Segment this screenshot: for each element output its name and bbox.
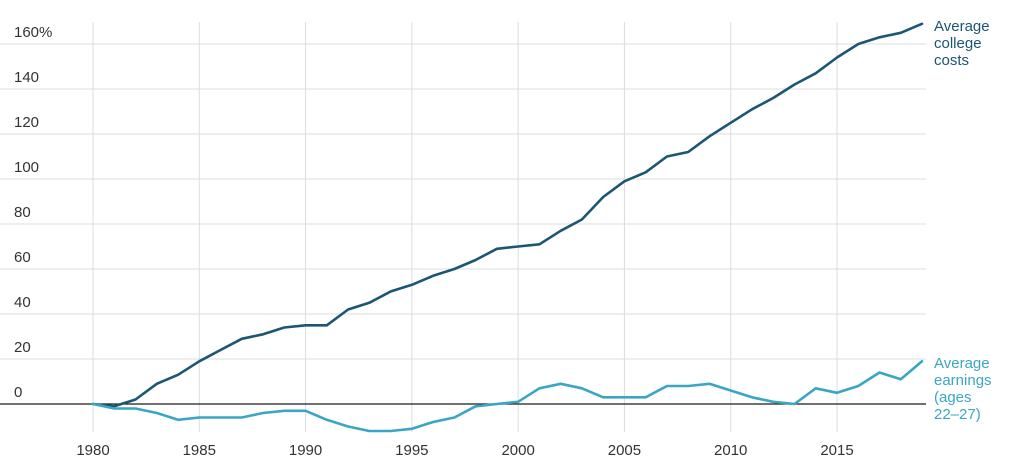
y-tick-label: 0: [14, 384, 22, 401]
series-label-line: college: [934, 35, 982, 52]
x-tick-label: 1985: [183, 442, 216, 459]
x-tick-label: 2010: [714, 442, 747, 459]
y-tick-label: 20: [14, 339, 31, 356]
y-tick-label: 160%: [14, 24, 52, 41]
y-tick-label: 100: [14, 159, 39, 176]
series-line-earnings: [91, 359, 924, 433]
series-label-college-costs: Average college costs: [934, 18, 990, 69]
series-label-line: 22–27): [934, 406, 981, 423]
x-tick-label: 1980: [76, 442, 109, 459]
x-tick-label: 2005: [608, 442, 641, 459]
series-label-line: costs: [934, 52, 969, 69]
x-tick-label: 2000: [501, 442, 534, 459]
x-tick-label: 1995: [395, 442, 428, 459]
series-label-line: (ages: [934, 389, 972, 406]
y-tick-label: 120: [14, 114, 39, 131]
y-tick-label: 140: [14, 69, 39, 86]
y-tick-label: 60: [14, 249, 31, 266]
x-tick-label: 2015: [820, 442, 853, 459]
y-tick-label: 40: [14, 294, 31, 311]
series-line-college-costs: [91, 22, 924, 408]
series-label-line: Average: [934, 18, 990, 35]
y-tick-label: 80: [14, 204, 31, 221]
series-label-line: Average: [934, 355, 990, 372]
series-lines: [91, 22, 924, 433]
gridlines: [0, 22, 926, 432]
series-label-earnings: Average earnings (ages 22–27): [934, 355, 992, 423]
x-tick-label: 1990: [289, 442, 322, 459]
axis-tick-labels: 160% 140 120 100 80 60 40 20 0 1980 1985 1990 1995 20…: [14, 24, 854, 459]
series-label-line: earnings: [934, 372, 992, 389]
